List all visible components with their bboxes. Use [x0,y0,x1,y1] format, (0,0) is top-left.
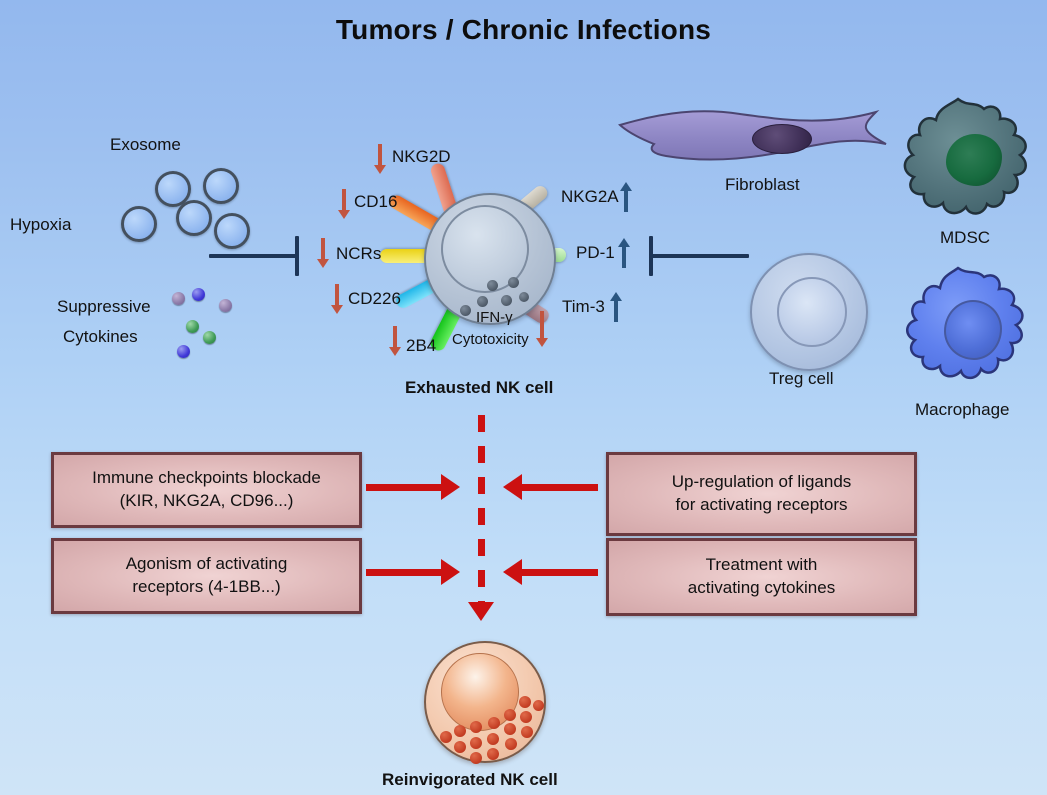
therapy-box-ligand-upregulation[interactable]: Up-regulation of ligands for activating … [606,452,917,536]
reinvigorated-nk-granule [440,731,452,743]
receptor-label-2b4: 2B4 [406,336,437,355]
therapy-text-line2: for activating receptors [675,495,848,514]
fibroblast-label: Fibroblast [725,175,800,194]
down-arrow-icon [373,144,386,174]
reinvigorated-nk-granule [487,748,499,760]
cytokine-particle [177,345,190,358]
inhibition-tbar-left [295,236,299,276]
exosome-vesicle [121,206,157,242]
exosome-vesicle [155,171,191,207]
reinvigorated-nk-granule [487,733,499,745]
exhausted-nk-granule [508,277,519,288]
inhibition-line-left [209,254,297,258]
cytokine-particle [172,292,185,305]
down-arrow-icon [330,284,343,314]
therapy-arrow-right [366,484,442,491]
receptor-label-nkg2d: NKG2D [392,147,451,166]
reinvigorated-nk-cell-nucleus [441,653,519,731]
macrophage-nucleus [944,300,1002,360]
reinvigorated-nk-granule [470,737,482,749]
reinvigorated-nk-granule [454,741,466,753]
exhausted-nk-granule [477,296,488,307]
reinvigorated-nk-granule [488,717,500,729]
macrophage-label: Macrophage [915,400,1010,419]
receptor-label-pd1: PD-1 [576,243,615,262]
reinvigorated-nk-granule [470,752,482,764]
exhausted-nk-granule [519,292,529,302]
treg-label: Treg cell [769,369,834,388]
suppressive-cytokines-label-line1: Suppressive [57,297,151,316]
conversion-arrow-head [468,602,494,621]
exhausted-nk-granule [487,280,498,291]
cytokine-particle [186,320,199,333]
reinvigorated-nk-granule [533,700,544,711]
exosome-vesicle [214,213,250,249]
receptor-label-cd226: CD226 [348,289,401,308]
therapy-arrow-head [503,559,522,585]
down-arrow-icon [337,189,350,219]
reinvigorated-nk-granule [504,709,516,721]
reinvigorated-nk-granule [519,696,531,708]
inhibition-line-right [649,254,749,258]
exosome-vesicle [203,168,239,204]
receptor-label-tim3: Tim-3 [562,297,605,316]
therapy-box-agonism[interactable]: Agonism of activating receptors (4-1BB..… [51,538,362,614]
function-label-ifng: IFN-γ [476,309,513,326]
cytokine-particle [219,299,232,312]
exosome-vesicle [176,200,212,236]
reinvigorated-nk-granule [505,738,517,750]
therapy-box-activating-cytokines[interactable]: Treatment with activating cytokines [606,538,917,616]
down-arrow-icon [388,326,401,356]
reinvigorated-nk-granule [504,723,516,735]
reinvigorated-nk-granule [470,721,482,733]
exhausted-nk-cell-caption: Exhausted NK cell [405,378,554,397]
receptor-label-ncrs: NCRs [336,244,382,263]
mdsc-nucleus [946,134,1002,186]
therapy-text-line1: Treatment with [705,555,818,575]
therapy-text-line2: activating cytokines [687,578,836,597]
function-label-cytotoxicity: Cytotoxicity [452,331,529,348]
receptor-label-nkg2a: NKG2A [561,187,619,206]
up-arrow-icon [617,238,630,268]
therapy-text-line2: receptors (4-1BB...) [132,577,281,596]
conversion-dashed-line [478,415,485,602]
therapy-box-checkpoint-blockade[interactable]: Immune checkpoints blockade (KIR, NKG2A,… [51,452,362,528]
reinvigorated-nk-cell-caption: Reinvigorated NK cell [382,770,558,789]
therapy-arrow-left [520,484,598,491]
therapy-arrow-left [520,569,598,576]
therapy-text-line1: Agonism of activating [125,554,288,574]
cytokine-particle [203,331,216,344]
therapy-text-line2: (KIR, NKG2A, CD96...) [119,491,294,510]
up-arrow-icon [619,182,632,212]
therapy-text-line1: Immune checkpoints blockade [92,468,321,488]
therapy-arrow-head [441,559,460,585]
exosome-label: Exosome [110,135,181,154]
therapy-text-line1: Up-regulation of ligands [671,472,852,492]
therapy-arrow-head [503,474,522,500]
page-title: Tumors / Chronic Infections [335,14,712,45]
receptor-label-cd16: CD16 [354,192,398,211]
down-arrow-icon [535,311,548,347]
mdsc-label: MDSC [940,228,991,247]
exhausted-nk-granule [501,295,512,306]
reinvigorated-nk-granule [454,725,466,737]
exhausted-nk-granule [460,305,471,316]
treg-cell-nucleus [777,277,847,347]
fibroblast-nucleus [752,124,812,154]
reinvigorated-nk-granule [520,711,532,723]
suppressive-cytokines-label-line2: Cytokines [63,327,138,346]
cytokine-particle [192,288,205,301]
therapy-arrow-head [441,474,460,500]
down-arrow-icon [316,238,329,268]
reinvigorated-nk-granule [521,726,533,738]
therapy-arrow-right [366,569,442,576]
up-arrow-icon [609,292,622,322]
hypoxia-label: Hypoxia [10,215,72,234]
